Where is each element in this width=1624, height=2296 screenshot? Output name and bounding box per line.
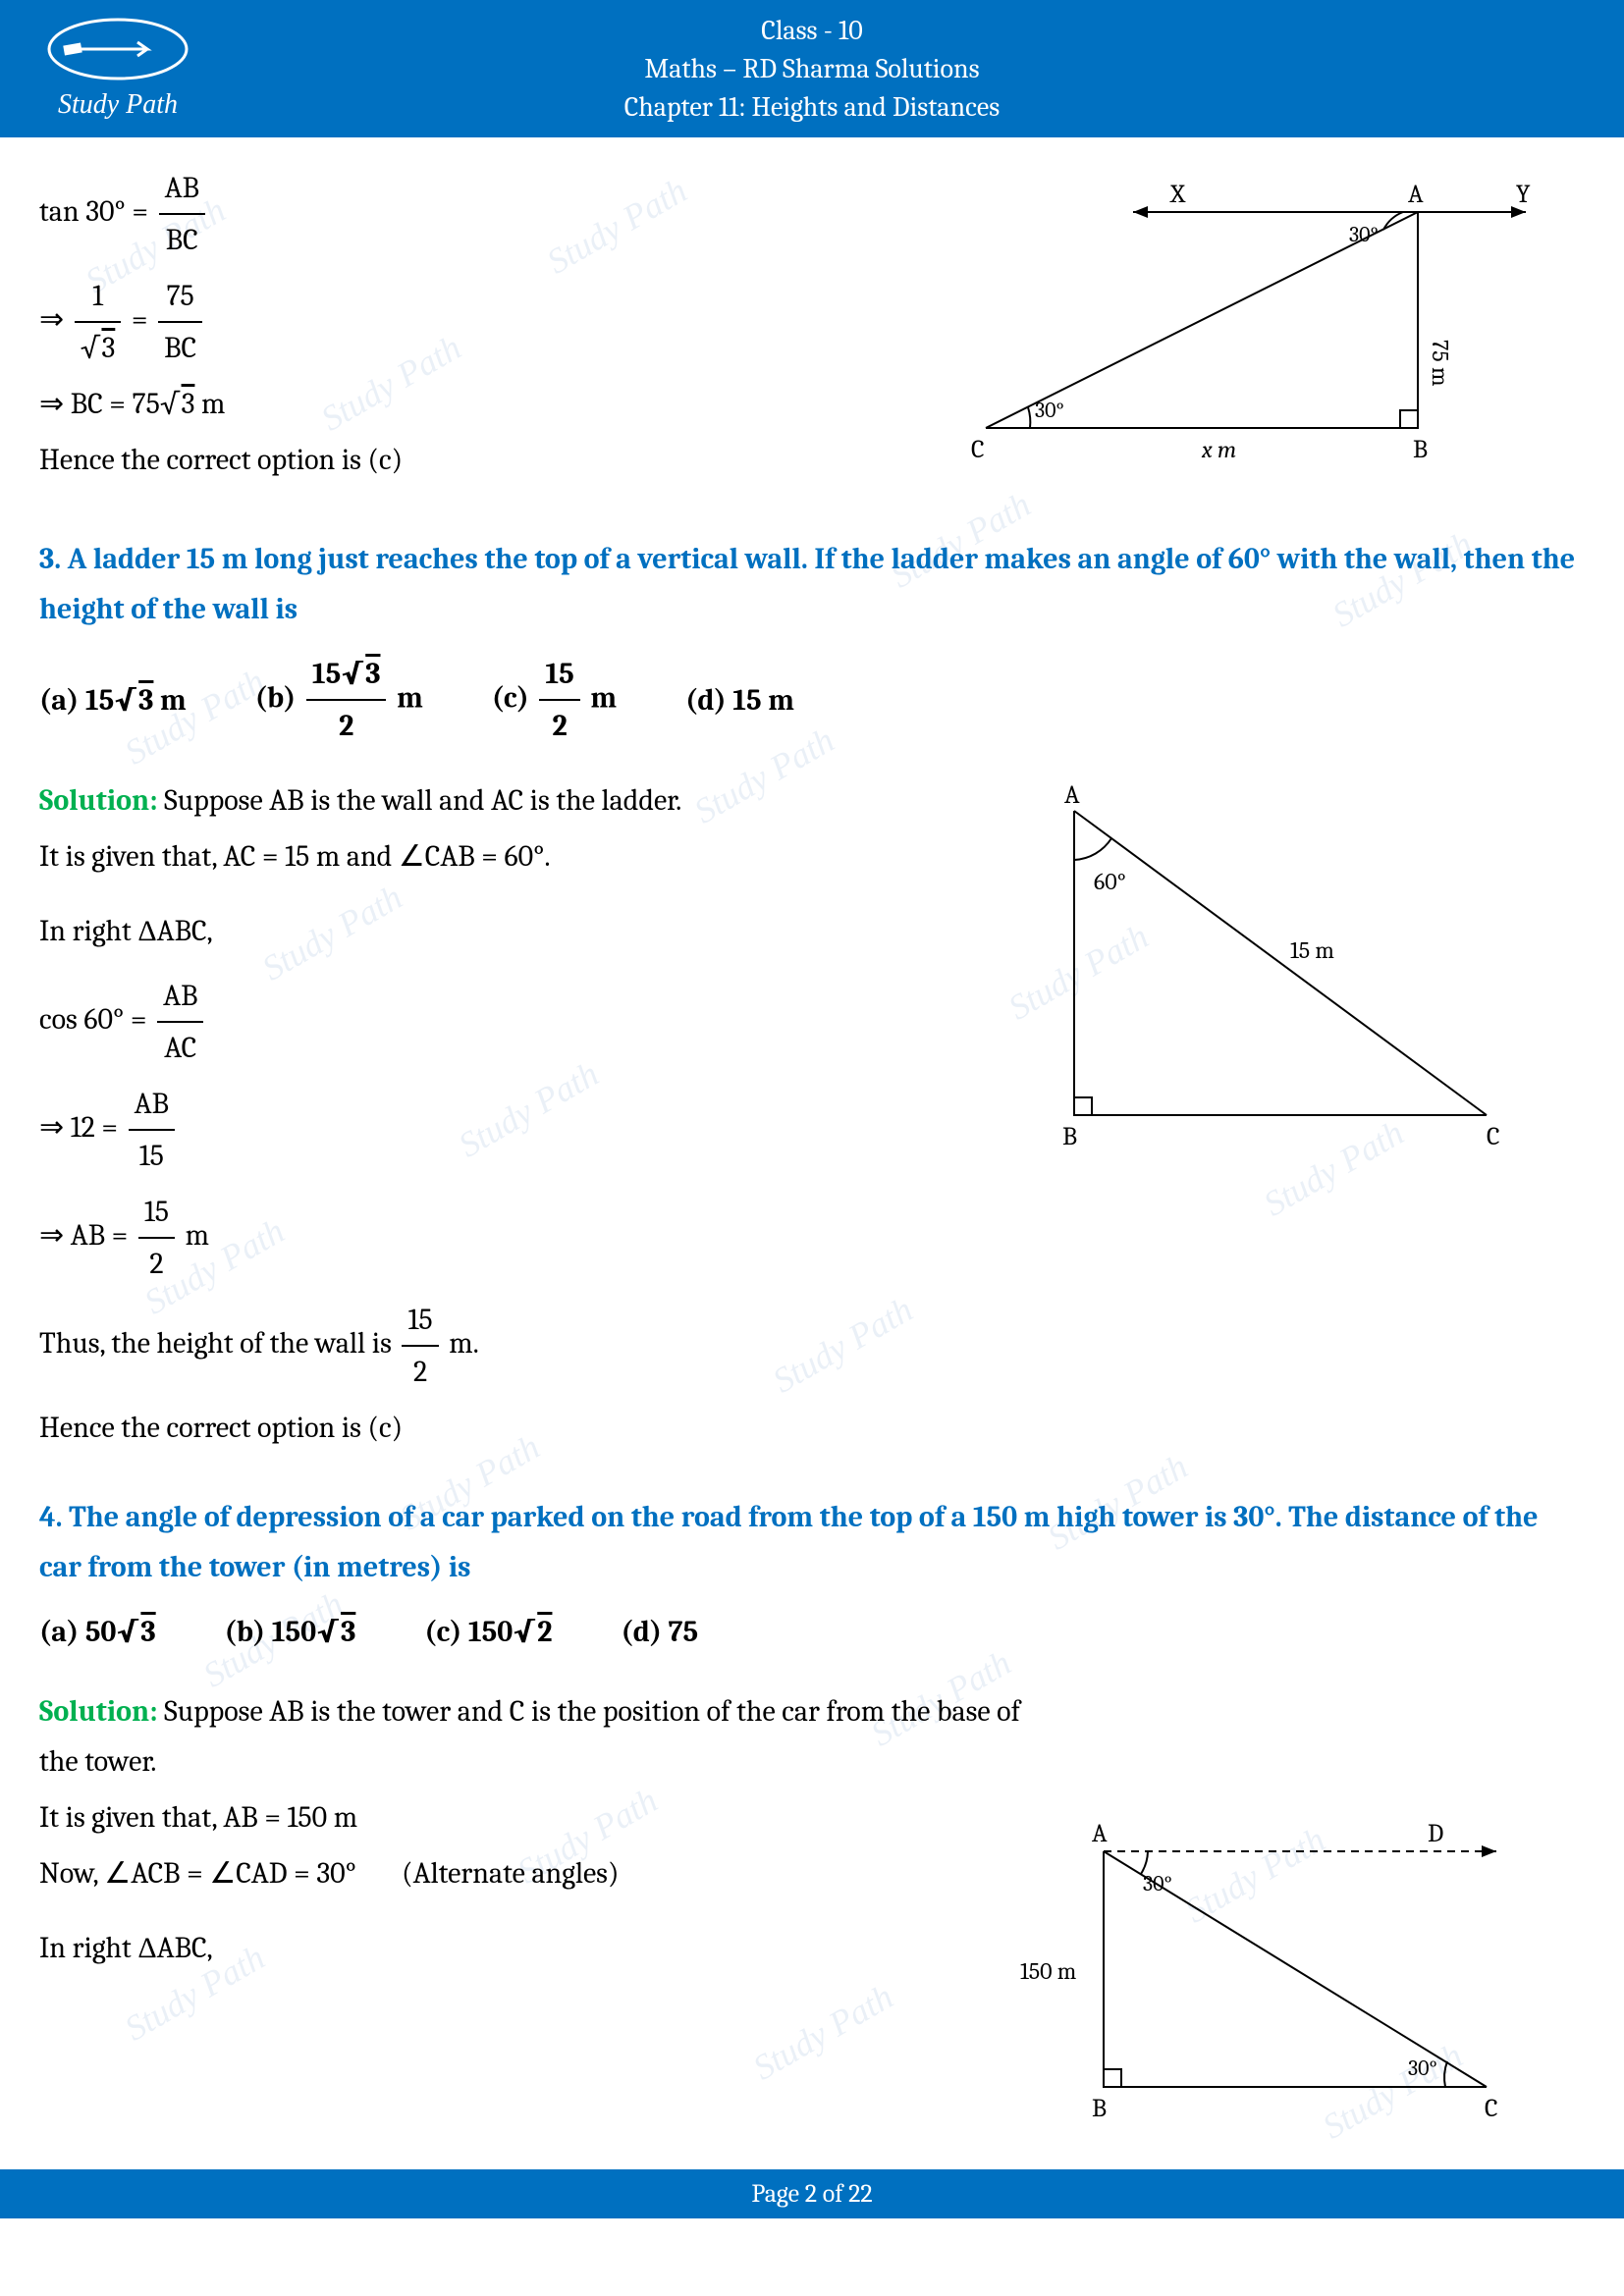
- q3-option-d: (d) 15 m: [685, 675, 794, 725]
- svg-text:A: A: [1064, 781, 1080, 810]
- svg-text:Y: Y: [1516, 180, 1531, 209]
- q3-triangle-diagram: A B C 60° 15 m: [1015, 781, 1526, 1154]
- q2-triangle-diagram: X A Y 30° 30° C B x m 75 m: [937, 173, 1545, 467]
- svg-text:B: B: [1092, 2094, 1107, 2123]
- q4-options: (a) 50√3 (b) 150√3 (c) 150√2 (d) 75: [39, 1607, 1585, 1657]
- q4-option-c: (c) 150√2: [424, 1607, 552, 1657]
- svg-text:A: A: [1092, 1819, 1108, 1848]
- svg-text:30°: 30°: [1349, 222, 1379, 247]
- page-footer: Page 2 of 22: [0, 2169, 1624, 2218]
- q3-options: (a) 15√3 m (b) 15√32 m (c) 152 m (d) 15 …: [39, 649, 1585, 751]
- study-path-logo: Study Path: [29, 10, 206, 128]
- q4-title: 4. The angle of depression of a car park…: [39, 1492, 1585, 1592]
- subject-line: Maths – RD Sharma Solutions: [0, 50, 1624, 88]
- svg-text:A: A: [1408, 180, 1424, 209]
- q3-title: 3. A ladder 15 m long just reaches the t…: [39, 534, 1585, 634]
- svg-text:30°: 30°: [1035, 398, 1064, 423]
- svg-text:B: B: [1062, 1122, 1077, 1151]
- q3-eq3: ⇒ AB = 152 m: [39, 1187, 1585, 1289]
- svg-text:X: X: [1169, 180, 1186, 209]
- chapter-line: Chapter 11: Heights and Distances: [0, 88, 1624, 127]
- svg-text:75 m: 75 m: [1427, 340, 1454, 387]
- svg-text:Study Path: Study Path: [58, 89, 178, 120]
- svg-text:30°: 30°: [1408, 2056, 1437, 2081]
- svg-text:x m: x m: [1201, 436, 1236, 463]
- eq-lhs: tan 30° =: [39, 194, 148, 229]
- fraction: 75 BC: [158, 271, 202, 373]
- q3-option-a: (a) 15√3 m: [39, 675, 187, 725]
- svg-text:B: B: [1413, 435, 1428, 464]
- svg-text:C: C: [971, 435, 985, 464]
- svg-text:C: C: [1487, 1122, 1500, 1151]
- q3-conc: Thus, the height of the wall is 152 m.: [39, 1295, 1585, 1397]
- svg-text:60°: 60°: [1094, 868, 1126, 895]
- svg-text:D: D: [1428, 1819, 1443, 1848]
- svg-text:30°: 30°: [1143, 1871, 1172, 1896]
- q3-option-b: (b) 15√32 m: [255, 649, 423, 751]
- q4-option-d: (d) 75: [621, 1607, 698, 1657]
- class-line: Class - 10: [0, 12, 1624, 50]
- q4-triangle-diagram: A D B C 30° 30° 150 m: [1015, 1812, 1526, 2126]
- q3-final: Hence the correct option is (c): [39, 1403, 1585, 1453]
- fraction: 1 √3: [75, 271, 122, 373]
- page-header: Study Path Class - 10 Maths – RD Sharma …: [0, 0, 1624, 137]
- q4-option-b: (b) 150√3: [225, 1607, 356, 1657]
- page-number: Page 2 of 22: [751, 2179, 872, 2209]
- q4-sol-line1: Solution: Suppose AB is the tower and C …: [39, 1686, 1041, 1787]
- fraction: AB BC: [159, 163, 205, 265]
- page-content: Study Path Study Path Study Path Study P…: [0, 137, 1624, 2218]
- q3-option-c: (c) 152 m: [492, 649, 617, 751]
- svg-text:15 m: 15 m: [1290, 936, 1334, 964]
- watermark: Study Path: [741, 1968, 905, 2097]
- svg-text:150 m: 150 m: [1020, 1957, 1077, 1985]
- q4-option-a: (a) 50√3: [39, 1607, 156, 1657]
- svg-text:C: C: [1485, 2094, 1498, 2123]
